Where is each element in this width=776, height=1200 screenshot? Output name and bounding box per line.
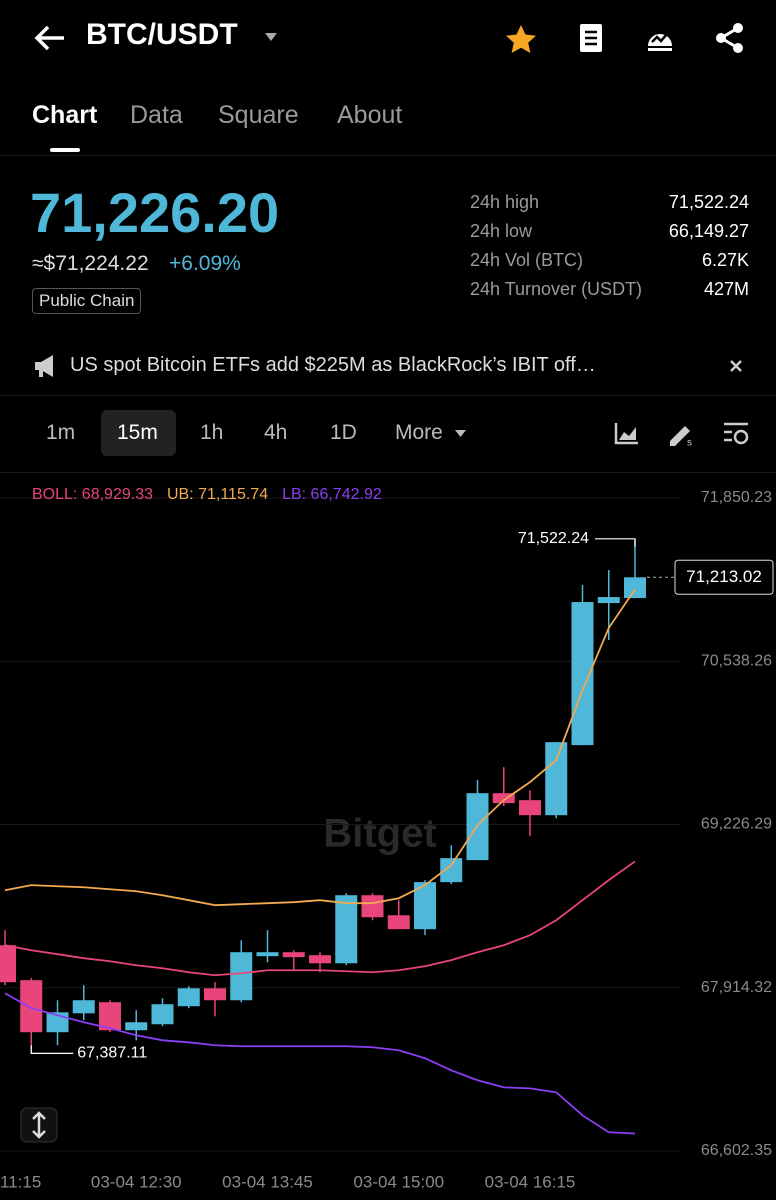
stat-label: 24h low bbox=[470, 221, 533, 241]
news-ticker[interactable]: US spot Bitcoin ETFs add $225M as BlackR… bbox=[70, 354, 596, 376]
x-tick-label: 03-04 12:30 bbox=[91, 1172, 182, 1191]
interval[interactable]: 1D bbox=[330, 421, 357, 444]
candle-body bbox=[492, 793, 515, 804]
candle-body bbox=[440, 858, 463, 883]
candle-body bbox=[204, 988, 226, 1001]
candle-body bbox=[177, 988, 200, 1007]
candle-body bbox=[597, 597, 620, 604]
candle-body bbox=[99, 1002, 121, 1031]
candle-body bbox=[624, 577, 646, 599]
share-icon[interactable] bbox=[714, 22, 746, 54]
pair-title[interactable]: BTC/USDT bbox=[86, 18, 238, 51]
tab[interactable]: Data bbox=[130, 101, 183, 129]
x-tick-label: 03-04 15:00 bbox=[353, 1172, 444, 1191]
indicator-line bbox=[4, 992, 636, 1135]
high-marker-label: 71,522.24 bbox=[518, 530, 589, 547]
x-tick-label: 11:15 bbox=[0, 1172, 41, 1191]
candle-body bbox=[361, 895, 384, 918]
candle-body bbox=[414, 882, 436, 930]
change: +6.09% bbox=[169, 252, 241, 275]
notes-icon[interactable] bbox=[577, 22, 605, 54]
stat-label: 24h high bbox=[470, 192, 540, 212]
back-button[interactable] bbox=[32, 22, 68, 54]
interval[interactable]: 4h bbox=[264, 421, 288, 444]
close-button[interactable] bbox=[729, 359, 743, 373]
tab[interactable]: About bbox=[337, 101, 403, 129]
watermark: Bitget bbox=[323, 812, 436, 856]
candle-body bbox=[230, 952, 253, 1001]
legend-entry: BOLL: 68,929.33 bbox=[32, 486, 153, 503]
interval[interactable]: 15m bbox=[117, 421, 158, 444]
last-price-label: 71,213.02 bbox=[686, 567, 762, 586]
resize-button[interactable] bbox=[20, 1107, 58, 1143]
y-tick-label: 67,914.32 bbox=[701, 979, 772, 996]
interval[interactable]: More bbox=[395, 421, 443, 444]
stat-value: 6.27K bbox=[701, 250, 749, 270]
low-marker-line bbox=[30, 1045, 74, 1054]
stat-value: 66,149.27 bbox=[668, 221, 749, 241]
dropdown-caret[interactable] bbox=[264, 32, 278, 42]
tab[interactable]: Square bbox=[218, 101, 299, 129]
settings-icon[interactable] bbox=[722, 421, 750, 447]
candle-body bbox=[571, 602, 594, 746]
y-tick-label: 70,538.26 bbox=[701, 652, 772, 669]
legend-entry: LB: 66,742.92 bbox=[282, 486, 382, 503]
tag[interactable]: Public Chain bbox=[32, 288, 142, 314]
candle-body bbox=[387, 915, 410, 930]
more-caret bbox=[455, 430, 466, 437]
stat-label: 24h Turnover (USDT) bbox=[470, 279, 643, 299]
svg-text:s: s bbox=[687, 438, 692, 447]
candle-body bbox=[545, 742, 568, 816]
last-price-box bbox=[674, 559, 774, 595]
candle-body bbox=[20, 980, 43, 1033]
indicator-icon[interactable] bbox=[614, 421, 640, 445]
y-tick-label: 66,602.35 bbox=[701, 1142, 772, 1159]
draw-icon[interactable]: s bbox=[667, 419, 695, 447]
tab-underline bbox=[50, 148, 80, 152]
interval[interactable]: 1m bbox=[46, 421, 76, 444]
interval-selected-bg bbox=[101, 410, 176, 456]
high-marker-line bbox=[595, 538, 636, 547]
candle-body bbox=[0, 945, 16, 983]
usd-price: ≈$71,224.22 bbox=[32, 252, 149, 275]
stat-value: 427M bbox=[703, 279, 749, 299]
stat-value: 71,522.24 bbox=[668, 192, 749, 212]
candle-body bbox=[151, 1004, 174, 1025]
divider bbox=[0, 472, 776, 473]
divider bbox=[0, 155, 776, 156]
divider bbox=[0, 395, 776, 396]
candle-body bbox=[72, 1000, 95, 1014]
y-tick-label: 69,226.29 bbox=[701, 816, 772, 833]
stat-label: 24h Vol (BTC) bbox=[470, 250, 584, 270]
x-tick-label: 03-04 16:15 bbox=[485, 1172, 576, 1191]
x-tick-label: 03-04 13:45 bbox=[222, 1172, 313, 1191]
candle-body bbox=[335, 895, 358, 964]
candle-body bbox=[256, 952, 279, 957]
legend-entry: UB: 71,115.74 bbox=[167, 486, 268, 503]
low-marker-label: 67,387.11 bbox=[77, 1045, 147, 1062]
candle-body bbox=[309, 955, 331, 964]
last-price: 71,226.20 bbox=[30, 181, 280, 244]
indicator-line bbox=[4, 588, 636, 907]
indicator-line bbox=[4, 860, 636, 977]
candle-body bbox=[125, 1022, 148, 1031]
candle-body bbox=[519, 800, 541, 816]
megaphone-icon bbox=[35, 355, 53, 377]
interval[interactable]: 1h bbox=[200, 421, 224, 444]
tab[interactable]: Chart bbox=[32, 101, 98, 129]
candle-body bbox=[282, 952, 305, 958]
favorite-icon[interactable] bbox=[505, 24, 537, 54]
ai-icon[interactable] bbox=[644, 22, 676, 54]
y-tick-label: 71,850.23 bbox=[701, 489, 772, 506]
